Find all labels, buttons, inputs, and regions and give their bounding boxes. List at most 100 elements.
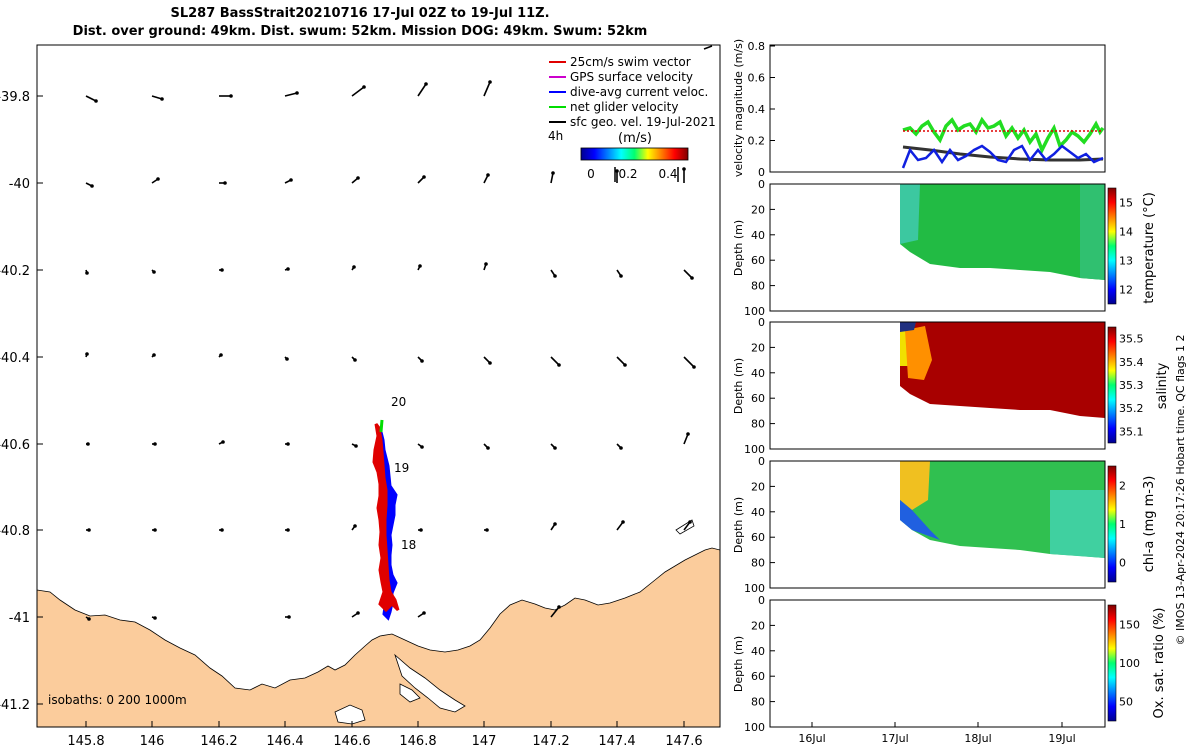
salinity-cblabel: salinity: [1155, 362, 1170, 409]
velocity-arrowhead: [690, 276, 694, 280]
salinity-cb-tick: 35.5: [1119, 333, 1144, 346]
velocity-arrow: [351, 86, 365, 97]
velocity-ytick: 0.6: [748, 72, 766, 85]
depth-tick: 0: [758, 178, 765, 191]
velocity-arrowhead: [287, 615, 291, 619]
time-xtick: 17Jul: [881, 732, 908, 745]
depth-ylabel: Depth (m): [732, 497, 745, 553]
velocity-arrowhead: [94, 99, 98, 103]
velocity-arrowhead: [486, 446, 490, 450]
velocity-arrowhead: [424, 82, 428, 86]
map-ytick-label: -40.6: [0, 438, 30, 453]
salinity-cb-tick: 35.1: [1119, 425, 1144, 438]
velocity-arrowhead: [692, 365, 696, 369]
velocity-arrowhead: [557, 363, 561, 367]
day-label-18: 18: [401, 538, 416, 552]
velocity-arrowhead: [156, 177, 160, 181]
depth-tick: 100: [744, 582, 765, 595]
depth-tick: 80: [751, 696, 765, 709]
map-xtick-label: 146.4: [266, 734, 303, 749]
velocity-arrowhead: [362, 85, 366, 89]
chla-panel: [769, 460, 1117, 589]
swim-vector-track: [372, 423, 400, 613]
time-xtick: 16Jul: [798, 732, 825, 745]
velocity-arrowhead: [419, 528, 423, 532]
velocity-arrowhead: [356, 611, 360, 615]
depth-tick: 60: [751, 531, 765, 544]
chla-cb-tick: 0: [1119, 557, 1126, 570]
map-xtick-label: 147: [472, 734, 497, 749]
depth-ylabel: Depth (m): [732, 220, 745, 276]
velocity-arrowhead: [621, 520, 625, 524]
velocity-arrowhead: [488, 80, 492, 84]
day-label-20: 20: [391, 395, 406, 409]
velocity-arrowhead: [87, 617, 91, 621]
velocity-arrowhead: [488, 361, 492, 365]
velocity-arrow: [616, 356, 626, 366]
temperature-panel: [769, 183, 1117, 312]
oxygen-cb-tick: 150: [1119, 618, 1140, 631]
map-xtick-label: 147.4: [598, 734, 635, 749]
oxygen-panel: [769, 599, 1117, 728]
velocity-arrowhead: [152, 270, 156, 274]
depth-ylabel: Depth (m): [732, 358, 745, 414]
velocity-arrowhead: [221, 440, 225, 444]
velocity-arrowhead: [615, 169, 619, 173]
map-ytick-label: -40.4: [0, 351, 30, 366]
depth-tick: 100: [744, 443, 765, 456]
velocity-ylabel: velocity magnitude (m/s): [732, 39, 745, 177]
map-xtick-label: 146.6: [333, 734, 370, 749]
velocity-arrowhead: [353, 358, 357, 362]
velocity-arrowhead: [557, 605, 561, 609]
depth-tick: 20: [751, 203, 765, 216]
depth-tick: 100: [744, 721, 765, 734]
velocity-arrowhead: [286, 442, 290, 446]
map-ytick-label: -40: [9, 177, 30, 192]
velocity-arrowhead: [86, 442, 90, 446]
map-frame: [36, 44, 721, 728]
velocity-arrowhead: [286, 267, 290, 271]
depth-tick: 40: [751, 229, 765, 242]
velocity-arrowhead: [420, 445, 424, 449]
velocity-arrowhead: [353, 524, 357, 528]
depth-tick: 0: [758, 594, 765, 607]
legend-label: dive-avg current veloc.: [570, 85, 708, 99]
velocity-arrowhead: [87, 528, 91, 532]
velocity-arrowhead: [153, 528, 157, 532]
velocity-arrowhead: [153, 616, 157, 620]
velocity-arrowhead: [354, 444, 358, 448]
oxygen-cblabel: Ox. sat. ratio (%): [1152, 608, 1167, 719]
map-ytick-label: -41.2: [0, 698, 30, 713]
map-xtick-label: 146.8: [399, 734, 436, 749]
velocity-arrowhead: [295, 91, 299, 95]
chla-cb-tick: 2: [1119, 479, 1126, 492]
time-xtick: 19Jul: [1048, 732, 1075, 745]
velocity-arrowhead: [486, 173, 490, 177]
depth-tick: 60: [751, 254, 765, 267]
temperature-field: [900, 184, 1105, 280]
velocity-arrowhead: [420, 359, 424, 363]
map-ytick-label: -40.2: [0, 264, 30, 279]
map-ytick-label: -41: [9, 611, 30, 626]
map-xtick-label: 146.2: [200, 734, 237, 749]
temperature-cb-tick: 15: [1119, 197, 1133, 210]
velocity-arrowhead: [553, 274, 557, 278]
velocity-arrowhead: [623, 363, 627, 367]
cb-tick-1: 0.2: [618, 167, 637, 181]
oxygen-cb-tick: 50: [1119, 696, 1133, 709]
chart-title: SL287 BassStrait20210716 17-Jul 02Z to 1…: [170, 6, 550, 21]
day-label-19: 19: [394, 461, 409, 475]
land-tasmania: [36, 547, 721, 728]
velocity-arrow: [284, 92, 298, 97]
depth-tick: 40: [751, 506, 765, 519]
velocity-arrowhead: [551, 171, 555, 175]
velocity-arrowhead: [352, 265, 356, 269]
colorbar-unit: (m/s): [618, 131, 652, 146]
velocity-arrowhead: [152, 353, 156, 357]
salinity-cb-tick: 35.2: [1119, 402, 1144, 415]
velocity-arrowhead: [422, 175, 426, 179]
depth-tick: 80: [751, 280, 765, 293]
velocity-ytick: 0.4: [748, 103, 766, 116]
net-velocity-line: [902, 116, 1105, 155]
velocity-arrowhead: [153, 442, 157, 446]
